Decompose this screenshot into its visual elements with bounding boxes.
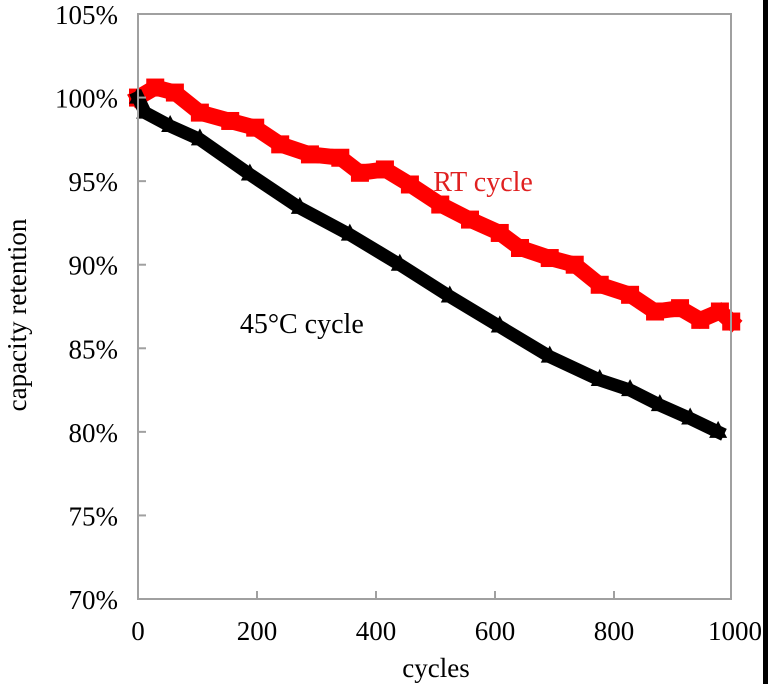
- data-point: [590, 369, 609, 387]
- data-point: [190, 128, 209, 146]
- data-point: [161, 114, 180, 132]
- data-point: [709, 420, 728, 438]
- data-point: [190, 103, 209, 122]
- data-point: [146, 78, 165, 97]
- data-point: [221, 111, 240, 130]
- data-point: [246, 118, 265, 137]
- series-line: [129, 88, 727, 441]
- data-point: [691, 310, 710, 329]
- data-point: [621, 285, 640, 304]
- plot-frame: [137, 13, 732, 600]
- data-point: [490, 315, 509, 333]
- right-edge-band: [763, 0, 768, 684]
- data-point: [331, 148, 350, 167]
- data-point: [165, 83, 184, 102]
- data-point: [136, 101, 155, 119]
- data-point: [400, 175, 419, 194]
- data-point: [565, 255, 584, 274]
- data-point: [461, 210, 480, 229]
- data-point: [681, 407, 700, 425]
- data-point: [431, 195, 450, 214]
- y-tick-label: 95%: [69, 167, 119, 197]
- data-point: [240, 163, 259, 181]
- data-point: [671, 299, 690, 318]
- data-point: [290, 196, 309, 214]
- y-tick-label: 70%: [69, 585, 119, 615]
- data-point: [621, 379, 640, 397]
- data-point: [375, 160, 394, 179]
- y-tick-label: 90%: [69, 251, 119, 281]
- data-point: [440, 285, 459, 303]
- data-point: [590, 275, 609, 294]
- y-axis: 70% 75% 80% 85% 90% 95% 100% 105%: [55, 0, 146, 615]
- data-point: [540, 249, 559, 268]
- x-tick-label: 400: [356, 616, 397, 646]
- series-layer: [127, 78, 743, 441]
- data-point: [300, 145, 319, 164]
- x-axis-title: cycles: [402, 653, 469, 683]
- data-point: [350, 163, 369, 182]
- x-tick-label: 200: [237, 616, 278, 646]
- series-45c-cycle: [129, 86, 728, 441]
- data-point: [650, 394, 669, 412]
- x-tick-label: 1000: [708, 616, 762, 646]
- x-axis: 0 200 400 600 800 1000: [131, 591, 762, 646]
- x-tick-label: 0: [131, 616, 145, 646]
- y-tick-label: 80%: [69, 418, 119, 448]
- rt-cycle-label: RT cycle: [433, 167, 533, 198]
- y-tick-label: 85%: [69, 334, 119, 364]
- x-tick-label: 600: [475, 616, 516, 646]
- data-point: [510, 239, 529, 257]
- data-point: [540, 345, 559, 363]
- y-axis-title: capacity retention: [2, 218, 32, 411]
- y-tick-label: 100%: [55, 84, 118, 114]
- x-tick-label: 800: [594, 616, 635, 646]
- data-point: [390, 253, 409, 271]
- y-tick-label: 75%: [69, 501, 119, 531]
- y-tick-label: 105%: [55, 0, 118, 30]
- 45c-cycle-label: 45°C cycle: [240, 309, 364, 340]
- series-rt-cycle: [127, 78, 743, 333]
- data-point: [646, 302, 665, 321]
- data-point: [340, 223, 359, 241]
- data-point: [490, 223, 509, 242]
- annotation-layer: RT cycle 45°C cycle: [240, 167, 533, 340]
- data-point: [271, 135, 290, 154]
